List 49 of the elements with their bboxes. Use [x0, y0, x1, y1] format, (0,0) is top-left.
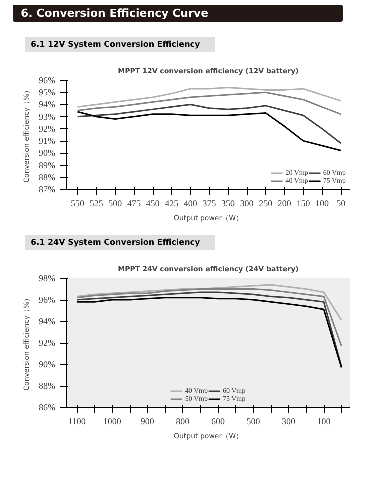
x-tick-label: 425 [165, 198, 180, 209]
x-tick-label: 300 [240, 198, 254, 209]
line-series [77, 92, 342, 116]
x-tick-label: 150 [296, 198, 311, 209]
x-tick-label: 475 [127, 198, 142, 209]
x-tick-label: 500 [108, 198, 123, 209]
y-tick-label: 94% [39, 100, 56, 110]
x-tick-label: 350 [222, 198, 236, 209]
x-tick-label: 250 [259, 198, 274, 209]
x-tick-label: 1000 [103, 416, 122, 427]
y-tick-label: 90% [39, 148, 56, 158]
line-series [77, 87, 342, 108]
y-tick-label: 92% [39, 338, 56, 348]
y-tick-label: 92% [39, 124, 56, 134]
y-tick-label: 94% [39, 316, 56, 327]
x-tick-label: 50 [336, 198, 346, 209]
x-tick-label: 550 [71, 198, 86, 209]
x-tick-label: 200 [278, 198, 292, 209]
line-series [76, 288, 342, 348]
y-tick-label: 96% [39, 295, 56, 306]
text: 6.1 12V System Conversion Efficiency [25, 37, 215, 52]
y-tick-label: 88% [39, 381, 56, 392]
y-tick-label: 95% [39, 88, 56, 98]
line-series [77, 104, 342, 145]
x-tick-label: 300 [282, 416, 296, 427]
x-tick-label: 400 [184, 198, 198, 209]
x-tick-label: 800 [176, 416, 190, 427]
x-tick-label: 100 [317, 416, 332, 427]
y-tick-label: 96% [39, 76, 56, 86]
y-tick-label: 91% [39, 136, 56, 146]
y-tick-label: 89% [39, 160, 56, 171]
y-tick-label: 87% [39, 184, 56, 195]
y-tick-label: 98% [39, 274, 56, 284]
line-series [77, 112, 342, 152]
text: 6. Conversion Efficiency Curve [13, 5, 343, 22]
x-tick-label: 600 [211, 416, 226, 427]
x-tick-label: 500 [246, 416, 261, 427]
y-tick-label: 88% [39, 172, 56, 183]
x-tick-label: 450 [146, 198, 160, 209]
x-tick-label: 900 [140, 416, 155, 427]
y-tick-label: 93% [39, 112, 56, 122]
text: 6.1 24V System Conversion Efficiency [25, 235, 215, 250]
x-tick-label: 1100 [68, 416, 86, 427]
line-series [76, 284, 342, 322]
x-tick-label: 100 [316, 198, 330, 209]
y-tick-label: 86% [39, 402, 56, 413]
y-tick-label: 90% [39, 360, 56, 370]
x-tick-label: 375 [202, 198, 217, 209]
x-tick-label: 525 [90, 198, 104, 209]
